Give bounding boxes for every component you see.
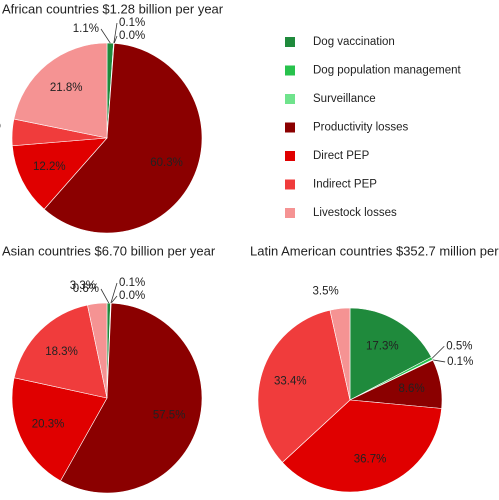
pie-slice xyxy=(257,309,351,463)
data-label: 4.5% xyxy=(0,120,1,132)
leader-line xyxy=(100,288,110,304)
data-label: 36.7% xyxy=(354,453,387,465)
legend-label: Dog vaccination xyxy=(313,36,395,48)
pie-slice xyxy=(43,42,203,234)
data-label: 21.8% xyxy=(50,82,83,94)
legend-marker xyxy=(285,179,295,190)
data-label: 8.6% xyxy=(398,383,424,395)
data-label: 33.4% xyxy=(274,375,307,387)
chart-title: Asian countries $6.70 billion per year xyxy=(2,243,216,258)
data-label: 0.0% xyxy=(119,290,145,302)
leader-line xyxy=(110,295,118,304)
legend-marker xyxy=(285,122,295,133)
pie-slice xyxy=(13,304,108,399)
data-label: 3.3% xyxy=(70,280,96,292)
legend-label: Livestock losses xyxy=(313,207,397,219)
data-label: 3.5% xyxy=(312,286,338,298)
legend-label: Surveillance xyxy=(313,93,376,105)
data-label: 0.5% xyxy=(446,340,472,352)
legend-label: Productivity losses xyxy=(313,122,408,134)
data-label: 1.1% xyxy=(73,23,99,35)
pie-slice xyxy=(349,307,432,401)
data-label: 0.1% xyxy=(119,277,145,289)
data-label: 20.3% xyxy=(32,418,65,430)
leader-line xyxy=(110,282,118,304)
data-label: 18.3% xyxy=(45,346,78,358)
data-label: 60.3% xyxy=(150,157,183,169)
legend-marker xyxy=(285,37,295,47)
pie-slice xyxy=(87,302,108,399)
data-label: 12.2% xyxy=(33,161,66,173)
data-label: 0.1% xyxy=(119,17,145,29)
legend-label: Direct PEP xyxy=(313,150,370,162)
data-label: 0.6% xyxy=(73,283,99,295)
leader-line xyxy=(113,22,118,44)
leader-line xyxy=(113,35,118,44)
pie-slice xyxy=(60,302,203,494)
legend-label: Indirect PEP xyxy=(313,179,377,191)
legend-marker xyxy=(285,65,295,76)
pie-slice xyxy=(13,42,108,139)
chart-title: Latin American countries $352.7 million … xyxy=(250,243,499,258)
chart-title: African countries $1.28 billion per year xyxy=(2,1,224,16)
legend-marker xyxy=(285,94,295,104)
data-label: 0.1% xyxy=(447,356,473,368)
leader-line xyxy=(432,359,446,363)
legend-marker xyxy=(285,208,295,218)
pie-slice xyxy=(329,307,351,401)
data-label: 17.3% xyxy=(366,340,399,352)
leader-line xyxy=(100,28,111,44)
data-label: 0.0% xyxy=(119,30,145,42)
data-label: 57.5% xyxy=(153,410,186,422)
pie-slice xyxy=(11,137,108,210)
legend-label: Dog population management xyxy=(313,65,461,77)
leader-line xyxy=(431,345,445,359)
legend-marker xyxy=(285,151,295,161)
pie-slice xyxy=(11,377,108,482)
pie-slice xyxy=(281,399,442,493)
